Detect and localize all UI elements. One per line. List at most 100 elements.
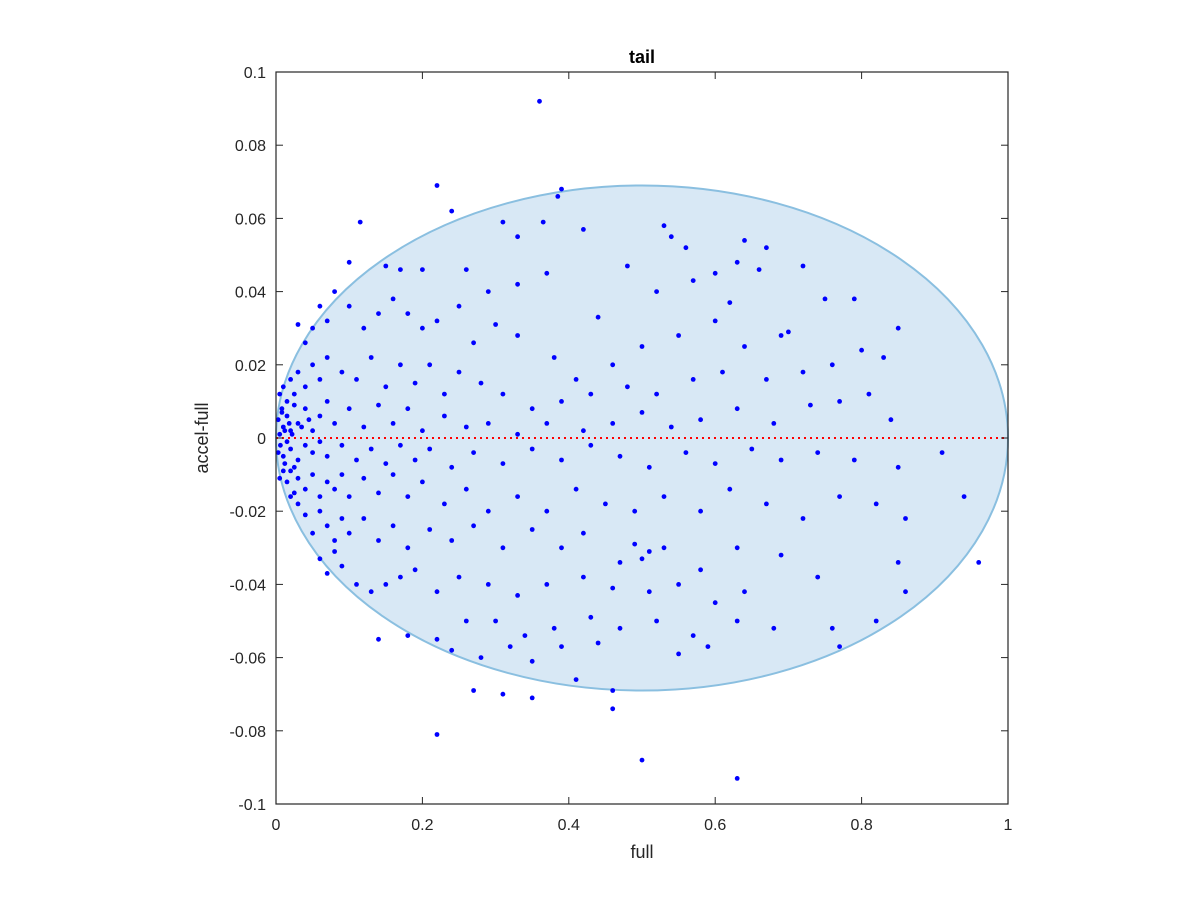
- data-point: [632, 541, 638, 547]
- data-point: [390, 523, 396, 529]
- data-point: [683, 245, 689, 251]
- data-point: [895, 560, 901, 565]
- data-point: [317, 556, 323, 562]
- data-point: [742, 344, 747, 349]
- data-point: [800, 263, 806, 269]
- y-tick-label: -0.04: [230, 577, 267, 594]
- data-point: [398, 267, 403, 272]
- data-point: [581, 574, 586, 580]
- data-point: [324, 479, 330, 485]
- data-point: [412, 457, 418, 463]
- data-point: [654, 618, 659, 624]
- y-tick-label: 0.06: [235, 211, 266, 228]
- data-point: [646, 464, 652, 470]
- data-point: [573, 486, 579, 492]
- data-point: [463, 486, 469, 492]
- data-point: [829, 625, 835, 631]
- data-point: [815, 574, 821, 580]
- data-point: [310, 362, 315, 368]
- data-point: [617, 560, 623, 565]
- data-point: [676, 582, 681, 587]
- data-point: [764, 377, 769, 382]
- data-point: [332, 421, 337, 426]
- data-point: [449, 647, 455, 653]
- data-point: [405, 633, 411, 638]
- data-point: [288, 446, 293, 452]
- data-point: [610, 585, 616, 591]
- data-point: [295, 475, 301, 481]
- data-point: [310, 428, 315, 434]
- data-point: [456, 303, 462, 309]
- data-point: [485, 582, 491, 587]
- data-point: [317, 439, 323, 445]
- y-tick-label: 0.04: [235, 285, 266, 302]
- data-point: [390, 421, 396, 426]
- data-point: [690, 377, 696, 382]
- x-tick-label: 0.2: [411, 817, 433, 834]
- x-tick-label: 0.4: [558, 817, 580, 834]
- data-point: [727, 300, 733, 305]
- data-point: [888, 417, 894, 423]
- data-point: [471, 340, 476, 346]
- data-point: [339, 516, 345, 521]
- data-point: [288, 377, 293, 382]
- data-point: [383, 582, 389, 587]
- data-point: [434, 589, 440, 595]
- data-point: [507, 644, 513, 649]
- data-point: [471, 450, 476, 455]
- data-point: [581, 428, 586, 434]
- data-point: [427, 446, 433, 452]
- data-point: [288, 468, 293, 474]
- data-point: [295, 457, 301, 463]
- data-point: [595, 640, 601, 646]
- data-point: [291, 402, 297, 408]
- data-point: [529, 446, 535, 452]
- data-point: [515, 234, 520, 240]
- data-point: [346, 406, 352, 412]
- data-point: [559, 644, 564, 649]
- data-point: [280, 468, 286, 474]
- data-point: [493, 322, 498, 327]
- points-layer: [275, 98, 982, 781]
- data-point: [661, 223, 667, 229]
- data-point: [800, 369, 806, 375]
- data-point: [778, 333, 784, 338]
- y-axis-label: accel-full: [192, 402, 212, 473]
- data-point: [354, 582, 359, 587]
- data-point: [625, 384, 630, 390]
- data-point: [873, 501, 879, 507]
- data-point: [639, 556, 645, 562]
- data-point: [829, 362, 835, 368]
- data-point: [299, 424, 304, 430]
- data-point: [559, 186, 564, 192]
- data-point: [808, 402, 813, 408]
- data-point: [317, 413, 323, 419]
- data-point: [764, 245, 769, 251]
- y-tick-label: 0.02: [235, 358, 266, 375]
- data-point: [588, 614, 594, 620]
- data-point: [646, 549, 652, 554]
- data-point: [324, 318, 330, 324]
- data-point: [291, 464, 297, 470]
- data-point: [683, 450, 689, 455]
- data-point: [851, 296, 857, 302]
- data-point: [284, 479, 290, 485]
- data-point: [866, 391, 872, 397]
- data-point: [500, 545, 506, 551]
- data-point: [939, 450, 945, 455]
- data-point: [434, 732, 440, 737]
- data-point: [383, 384, 389, 390]
- data-point: [617, 625, 623, 631]
- data-point: [822, 296, 828, 302]
- y-ticks: 0.1 0.08 0.06 0.04 0.02 0 -0.02 -0.04 -0.06 -0.08…: [230, 65, 1008, 814]
- data-point: [412, 380, 418, 386]
- data-point: [559, 457, 564, 463]
- data-point: [771, 625, 777, 631]
- data-point: [324, 355, 330, 360]
- data-point: [405, 545, 411, 551]
- data-point: [537, 98, 542, 104]
- data-point: [449, 464, 455, 470]
- data-point: [398, 574, 403, 580]
- data-point: [610, 706, 616, 712]
- data-point: [398, 362, 403, 368]
